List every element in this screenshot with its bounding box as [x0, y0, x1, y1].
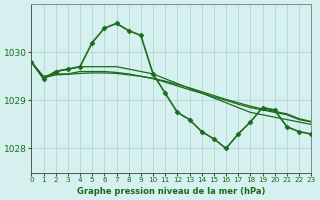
X-axis label: Graphe pression niveau de la mer (hPa): Graphe pression niveau de la mer (hPa): [77, 187, 266, 196]
